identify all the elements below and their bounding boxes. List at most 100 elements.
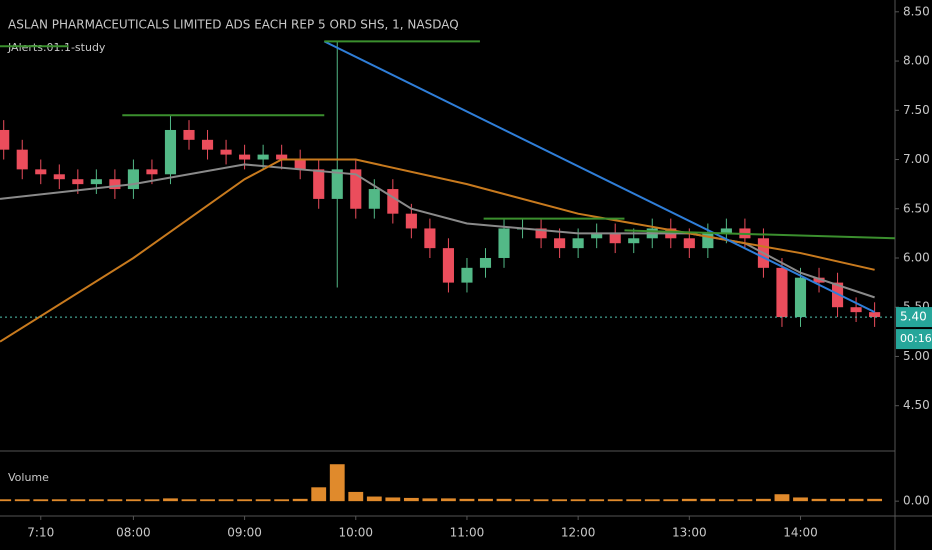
volume-bar (403, 497, 419, 502)
volume-bar (478, 498, 493, 502)
volume-bar (107, 499, 123, 502)
chart-title: ASLAN PHARMACEUTICALS LIMITED ADS EACH R… (8, 18, 459, 32)
candle-body (628, 238, 640, 244)
volume-bar (70, 499, 86, 502)
volume-bar (663, 499, 679, 502)
x-tick-label: 09:00 (227, 526, 262, 540)
volume-label: Volume (8, 471, 49, 484)
candle-body (183, 129, 195, 140)
volume-bar (311, 487, 327, 502)
candle-body (276, 154, 288, 160)
candle-body (794, 277, 807, 318)
volume-bar (255, 499, 271, 502)
candle-body (127, 169, 139, 190)
volume-bar (348, 491, 364, 502)
volume-bar (200, 499, 215, 502)
volume-bar (700, 498, 716, 502)
candle-body (609, 233, 621, 244)
volume-bar (0, 499, 12, 502)
last-price-label: 5.40 (900, 310, 927, 324)
candle-body (554, 238, 566, 249)
volume-bar (589, 499, 605, 502)
candle-body (776, 267, 788, 318)
x-tick-label: 13:00 (672, 526, 707, 540)
y-tick-label: 6.00 (903, 250, 930, 264)
volume-bar (88, 499, 104, 502)
y-tick-label: 7.50 (903, 103, 930, 117)
volume-bar (33, 499, 49, 502)
x-tick-label: 11:00 (450, 526, 485, 540)
volume-bar (867, 498, 883, 502)
volume-bar (515, 499, 530, 502)
candle-body (869, 312, 881, 318)
study-label: JAlerts.01.1-study (7, 41, 106, 54)
volume-bar (552, 499, 568, 502)
x-tick-label: 7:10 (27, 526, 54, 540)
candle-body (16, 149, 28, 170)
volume-bar (756, 498, 771, 502)
volume-bar (737, 499, 753, 502)
y-tick-label: 5.00 (903, 349, 930, 363)
candle-body (109, 179, 121, 190)
candle-body (90, 179, 102, 185)
candle-body (405, 213, 417, 229)
overlay-line (0, 158, 875, 343)
volume-bar (718, 499, 734, 502)
overlay-line (323, 40, 876, 314)
candle-body (368, 189, 380, 209)
volume-bar (681, 498, 697, 502)
volume-bar (533, 499, 549, 502)
candle-body (813, 277, 825, 283)
volume-bar (274, 499, 290, 502)
candle-body (387, 189, 399, 214)
x-tick-label: 10:00 (338, 526, 373, 540)
candle-body (702, 233, 714, 249)
volume-bar (607, 499, 623, 502)
candle-body (220, 149, 232, 155)
volume-bar (422, 498, 438, 502)
volume-bar (218, 499, 234, 502)
volume-bar (774, 494, 790, 502)
candle-body (535, 228, 547, 239)
candle-body (572, 238, 584, 249)
volume-bar (496, 498, 512, 502)
candle-body (720, 228, 732, 234)
last-price-box (896, 307, 932, 328)
candle-body (479, 257, 492, 268)
volume-bar (329, 464, 345, 502)
volume-bar (848, 498, 864, 502)
y-tick-label: 0.00 (903, 494, 930, 508)
y-tick-label: 8.50 (903, 4, 930, 18)
candle-body (0, 129, 10, 150)
volume-bar (144, 499, 160, 502)
volume-bar (570, 499, 586, 502)
candle-body (201, 139, 214, 150)
x-tick-label: 12:00 (561, 526, 596, 540)
volume-bar (292, 498, 308, 502)
candle-body (146, 169, 158, 175)
candle-body (498, 228, 510, 258)
y-tick-label: 8.00 (903, 54, 930, 68)
candle-body (442, 248, 454, 283)
candle-body (53, 174, 65, 180)
volume-bar (237, 499, 253, 502)
candle-body (35, 169, 47, 175)
candle-body (850, 307, 862, 313)
volume-bar (441, 498, 456, 502)
y-tick-label: 7.00 (903, 152, 930, 166)
candle-body (239, 154, 251, 160)
candle-body (591, 233, 603, 239)
candle-body (294, 159, 306, 170)
candle-body (313, 169, 325, 199)
candle-body (461, 267, 473, 283)
candle-body (164, 129, 177, 175)
candle-body (424, 228, 436, 249)
volume-bar (51, 499, 67, 502)
countdown-box (896, 329, 932, 350)
y-tick-label: 4.50 (903, 398, 930, 412)
volume-bar (793, 497, 808, 502)
volume-bar (385, 497, 401, 502)
overlay-line (624, 229, 896, 240)
